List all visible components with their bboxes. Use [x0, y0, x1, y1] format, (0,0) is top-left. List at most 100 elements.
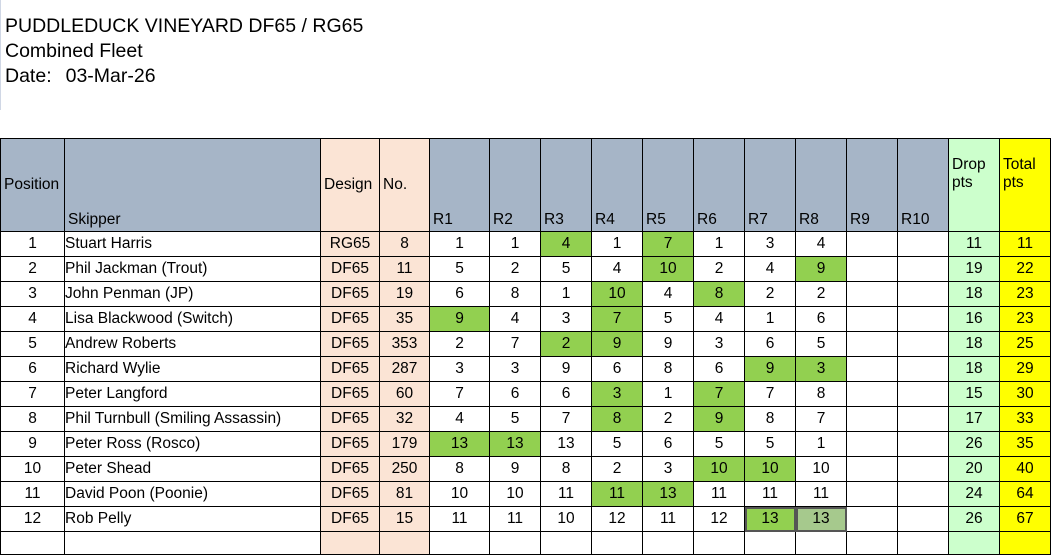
skipper-cell[interactable]: Stuart Harris	[64, 231, 321, 257]
race-r10-cell[interactable]	[897, 431, 949, 457]
position-cell[interactable]: 10	[0, 456, 65, 482]
position-cell[interactable]: 1	[0, 231, 65, 257]
position-cell[interactable]: 6	[0, 356, 65, 382]
race-r4-cell[interactable]: 11	[591, 481, 643, 507]
drop-pts-cell[interactable]: 18	[948, 356, 1000, 382]
drop-pts-cell[interactable]: 24	[948, 481, 1000, 507]
race-r1-cell[interactable]: 13	[429, 431, 490, 457]
drop-pts-cell[interactable]: 26	[948, 506, 1000, 532]
column-header-r8[interactable]: R8	[795, 138, 847, 232]
race-r9-cell[interactable]	[846, 456, 898, 482]
sail-number-cell[interactable]: 250	[379, 456, 430, 482]
race-r4-cell[interactable]: 10	[591, 281, 643, 307]
skipper-cell[interactable]: Rob Pelly	[64, 506, 321, 532]
race-r5-cell[interactable]: 10	[642, 256, 694, 282]
race-r2-cell[interactable]: 8	[489, 281, 541, 307]
race-r7-cell[interactable]: 3	[744, 231, 796, 257]
race-r8-cell[interactable]: 8	[795, 381, 847, 407]
race-r9-cell[interactable]	[846, 381, 898, 407]
design-cell[interactable]: RG65	[320, 231, 380, 257]
race-r5-cell[interactable]: 2	[642, 406, 694, 432]
race-r5-cell[interactable]: 4	[642, 281, 694, 307]
total-pts-cell[interactable]: 11	[999, 231, 1051, 257]
race-r6-cell[interactable]: 1	[693, 231, 745, 257]
design-cell[interactable]: DF65	[320, 356, 380, 382]
skipper-cell[interactable]: Phil Turnbull (Smiling Assassin)	[64, 406, 321, 432]
empty-cell[interactable]	[591, 531, 643, 555]
design-cell[interactable]: DF65	[320, 331, 380, 357]
position-cell[interactable]: 3	[0, 281, 65, 307]
column-header-r6[interactable]: R6	[693, 138, 745, 232]
race-r4-cell[interactable]: 2	[591, 456, 643, 482]
race-r2-cell[interactable]: 1	[489, 231, 541, 257]
race-r5-cell[interactable]: 11	[642, 506, 694, 532]
drop-pts-cell[interactable]: 19	[948, 256, 1000, 282]
race-r1-cell[interactable]: 3	[429, 356, 490, 382]
race-r9-cell[interactable]	[846, 406, 898, 432]
design-cell[interactable]: DF65	[320, 456, 380, 482]
race-r2-cell[interactable]: 11	[489, 506, 541, 532]
race-r9-cell[interactable]	[846, 431, 898, 457]
race-r3-cell[interactable]: 2	[540, 331, 592, 357]
race-r3-cell[interactable]: 4	[540, 231, 592, 257]
race-r7-cell[interactable]: 6	[744, 331, 796, 357]
race-r2-cell[interactable]: 9	[489, 456, 541, 482]
skipper-cell[interactable]: David Poon (Poonie)	[64, 481, 321, 507]
race-r8-cell[interactable]: 1	[795, 431, 847, 457]
race-r5-cell[interactable]: 3	[642, 456, 694, 482]
drop-pts-cell[interactable]: 15	[948, 381, 1000, 407]
sail-number-cell[interactable]: 81	[379, 481, 430, 507]
race-r5-cell[interactable]: 9	[642, 331, 694, 357]
race-r4-cell[interactable]: 12	[591, 506, 643, 532]
race-r10-cell[interactable]	[897, 306, 949, 332]
drop-pts-cell[interactable]: 26	[948, 431, 1000, 457]
race-r7-cell[interactable]: 4	[744, 256, 796, 282]
column-header-r7[interactable]: R7	[744, 138, 796, 232]
sail-number-cell[interactable]: 11	[379, 256, 430, 282]
race-r5-cell[interactable]: 6	[642, 431, 694, 457]
race-r8-cell[interactable]: 9	[795, 256, 847, 282]
sail-number-cell[interactable]: 60	[379, 381, 430, 407]
sail-number-cell[interactable]: 353	[379, 331, 430, 357]
race-r4-cell[interactable]: 7	[591, 306, 643, 332]
race-r7-cell[interactable]: 13	[744, 506, 796, 532]
race-r10-cell[interactable]	[897, 456, 949, 482]
empty-cell[interactable]	[642, 531, 694, 555]
column-header-r9[interactable]: R9	[846, 138, 898, 232]
race-r3-cell[interactable]: 8	[540, 456, 592, 482]
total-pts-cell[interactable]: 23	[999, 281, 1051, 307]
race-r5-cell[interactable]: 8	[642, 356, 694, 382]
drop-pts-cell[interactable]: 17	[948, 406, 1000, 432]
column-header-r4[interactable]: R4	[591, 138, 643, 232]
design-cell[interactable]: DF65	[320, 506, 380, 532]
race-r9-cell[interactable]	[846, 481, 898, 507]
total-pts-cell[interactable]: 40	[999, 456, 1051, 482]
skipper-cell[interactable]: Richard Wylie	[64, 356, 321, 382]
race-r8-cell[interactable]: 4	[795, 231, 847, 257]
column-header-drop-pts[interactable]: Drop pts	[948, 138, 1000, 232]
sail-number-cell[interactable]: 8	[379, 231, 430, 257]
column-header-r3[interactable]: R3	[540, 138, 592, 232]
race-r1-cell[interactable]: 2	[429, 331, 490, 357]
skipper-cell[interactable]: Andrew Roberts	[64, 331, 321, 357]
skipper-cell[interactable]: Peter Shead	[64, 456, 321, 482]
total-pts-cell[interactable]: 23	[999, 306, 1051, 332]
race-r5-cell[interactable]: 7	[642, 231, 694, 257]
race-r7-cell[interactable]: 5	[744, 431, 796, 457]
race-r1-cell[interactable]: 7	[429, 381, 490, 407]
race-r10-cell[interactable]	[897, 406, 949, 432]
skipper-cell[interactable]: Peter Ross (Rosco)	[64, 431, 321, 457]
race-r6-cell[interactable]: 2	[693, 256, 745, 282]
race-r3-cell[interactable]: 5	[540, 256, 592, 282]
empty-cell[interactable]	[540, 531, 592, 555]
race-r8-cell[interactable]: 6	[795, 306, 847, 332]
race-r4-cell[interactable]: 4	[591, 256, 643, 282]
race-r10-cell[interactable]	[897, 331, 949, 357]
position-cell[interactable]: 9	[0, 431, 65, 457]
race-r8-cell[interactable]: 10	[795, 456, 847, 482]
race-r1-cell[interactable]: 1	[429, 231, 490, 257]
sail-number-cell[interactable]: 15	[379, 506, 430, 532]
race-r3-cell[interactable]: 6	[540, 381, 592, 407]
empty-cell[interactable]	[846, 531, 898, 555]
race-r2-cell[interactable]: 4	[489, 306, 541, 332]
